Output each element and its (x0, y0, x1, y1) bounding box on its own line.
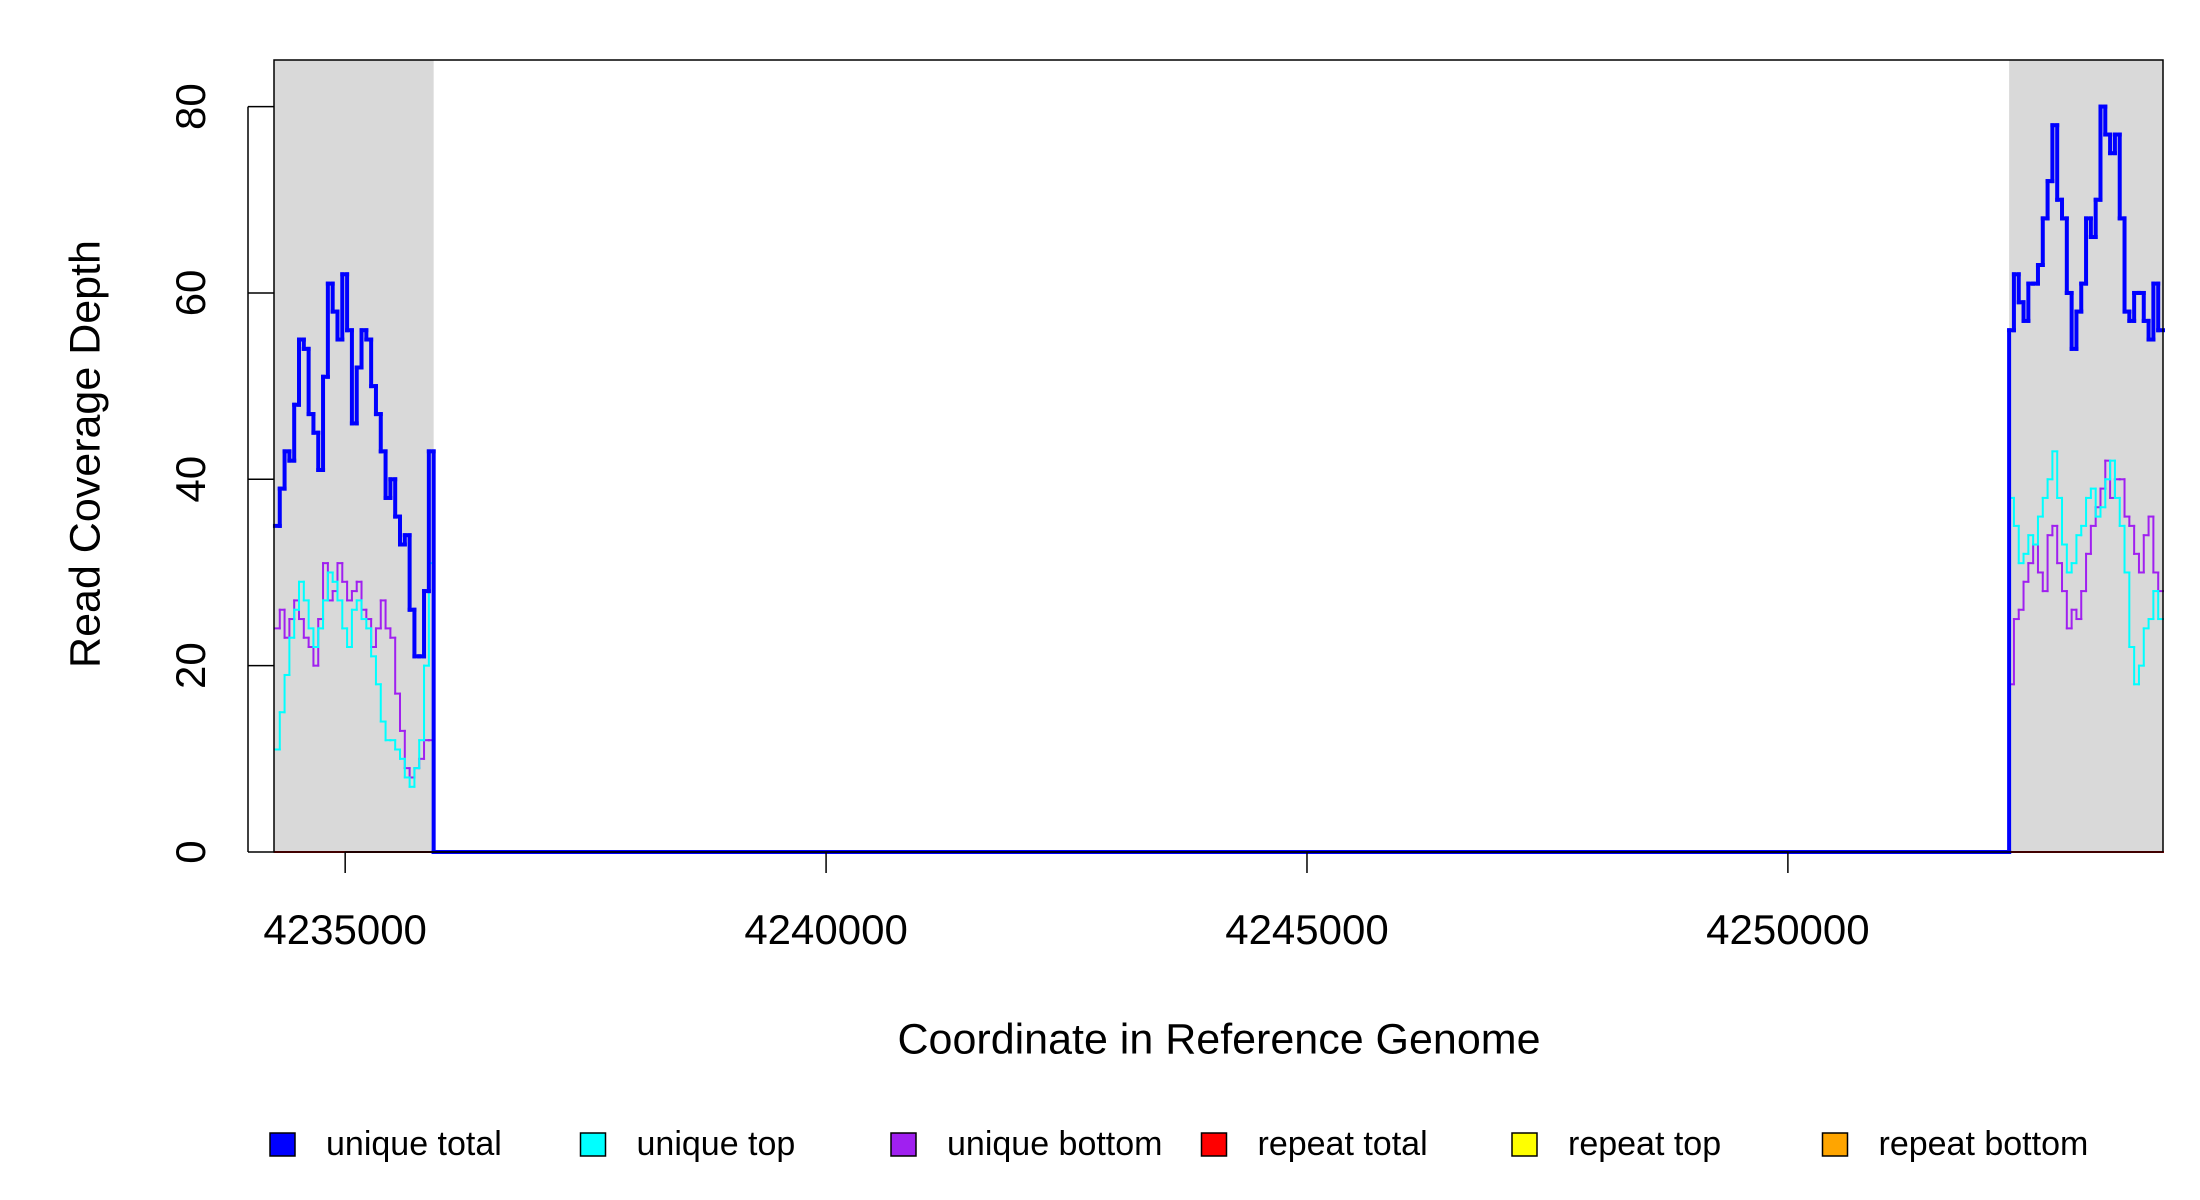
x-axis-title: Coordinate in Reference Genome (898, 1015, 1541, 1063)
series-line (273, 450, 2164, 853)
legend-swatch (269, 1132, 296, 1157)
legend-label: unique top (637, 1125, 796, 1163)
shaded-region (274, 60, 434, 852)
legend-swatch (890, 1132, 917, 1157)
step-risers (277, 104, 2161, 854)
series-line (273, 459, 2164, 853)
legend-label: repeat top (1568, 1125, 1721, 1163)
legend-label: repeat total (1258, 1125, 1428, 1163)
plot-frame (273, 59, 2164, 853)
series-line (272, 104, 2165, 854)
x-tick-label: 4245000 (1225, 906, 1389, 953)
legend-label: repeat bottom (1879, 1125, 2089, 1163)
x-tick-label: 4235000 (263, 906, 427, 953)
x-tick-label: 4250000 (1706, 906, 1870, 953)
legend-swatch (1511, 1132, 1538, 1157)
step-risers (278, 459, 2160, 853)
x-tick-label: 4240000 (744, 906, 908, 953)
legend-swatch (1200, 1132, 1228, 1157)
step-risers (278, 450, 2160, 853)
legend-swatch (1821, 1132, 1849, 1157)
shaded-region (2009, 60, 2163, 852)
y-tick-label: 40 (167, 456, 214, 503)
legend-label: unique bottom (947, 1125, 1163, 1163)
y-axis-title: Read Coverage Depth (61, 240, 109, 668)
legend-swatch (579, 1132, 607, 1157)
legend-label: unique total (326, 1125, 502, 1163)
y-tick-label: 80 (167, 83, 214, 130)
y-tick-label: 20 (167, 642, 214, 689)
y-tick-label: 60 (167, 270, 214, 317)
y-tick-label: 0 (167, 840, 214, 863)
